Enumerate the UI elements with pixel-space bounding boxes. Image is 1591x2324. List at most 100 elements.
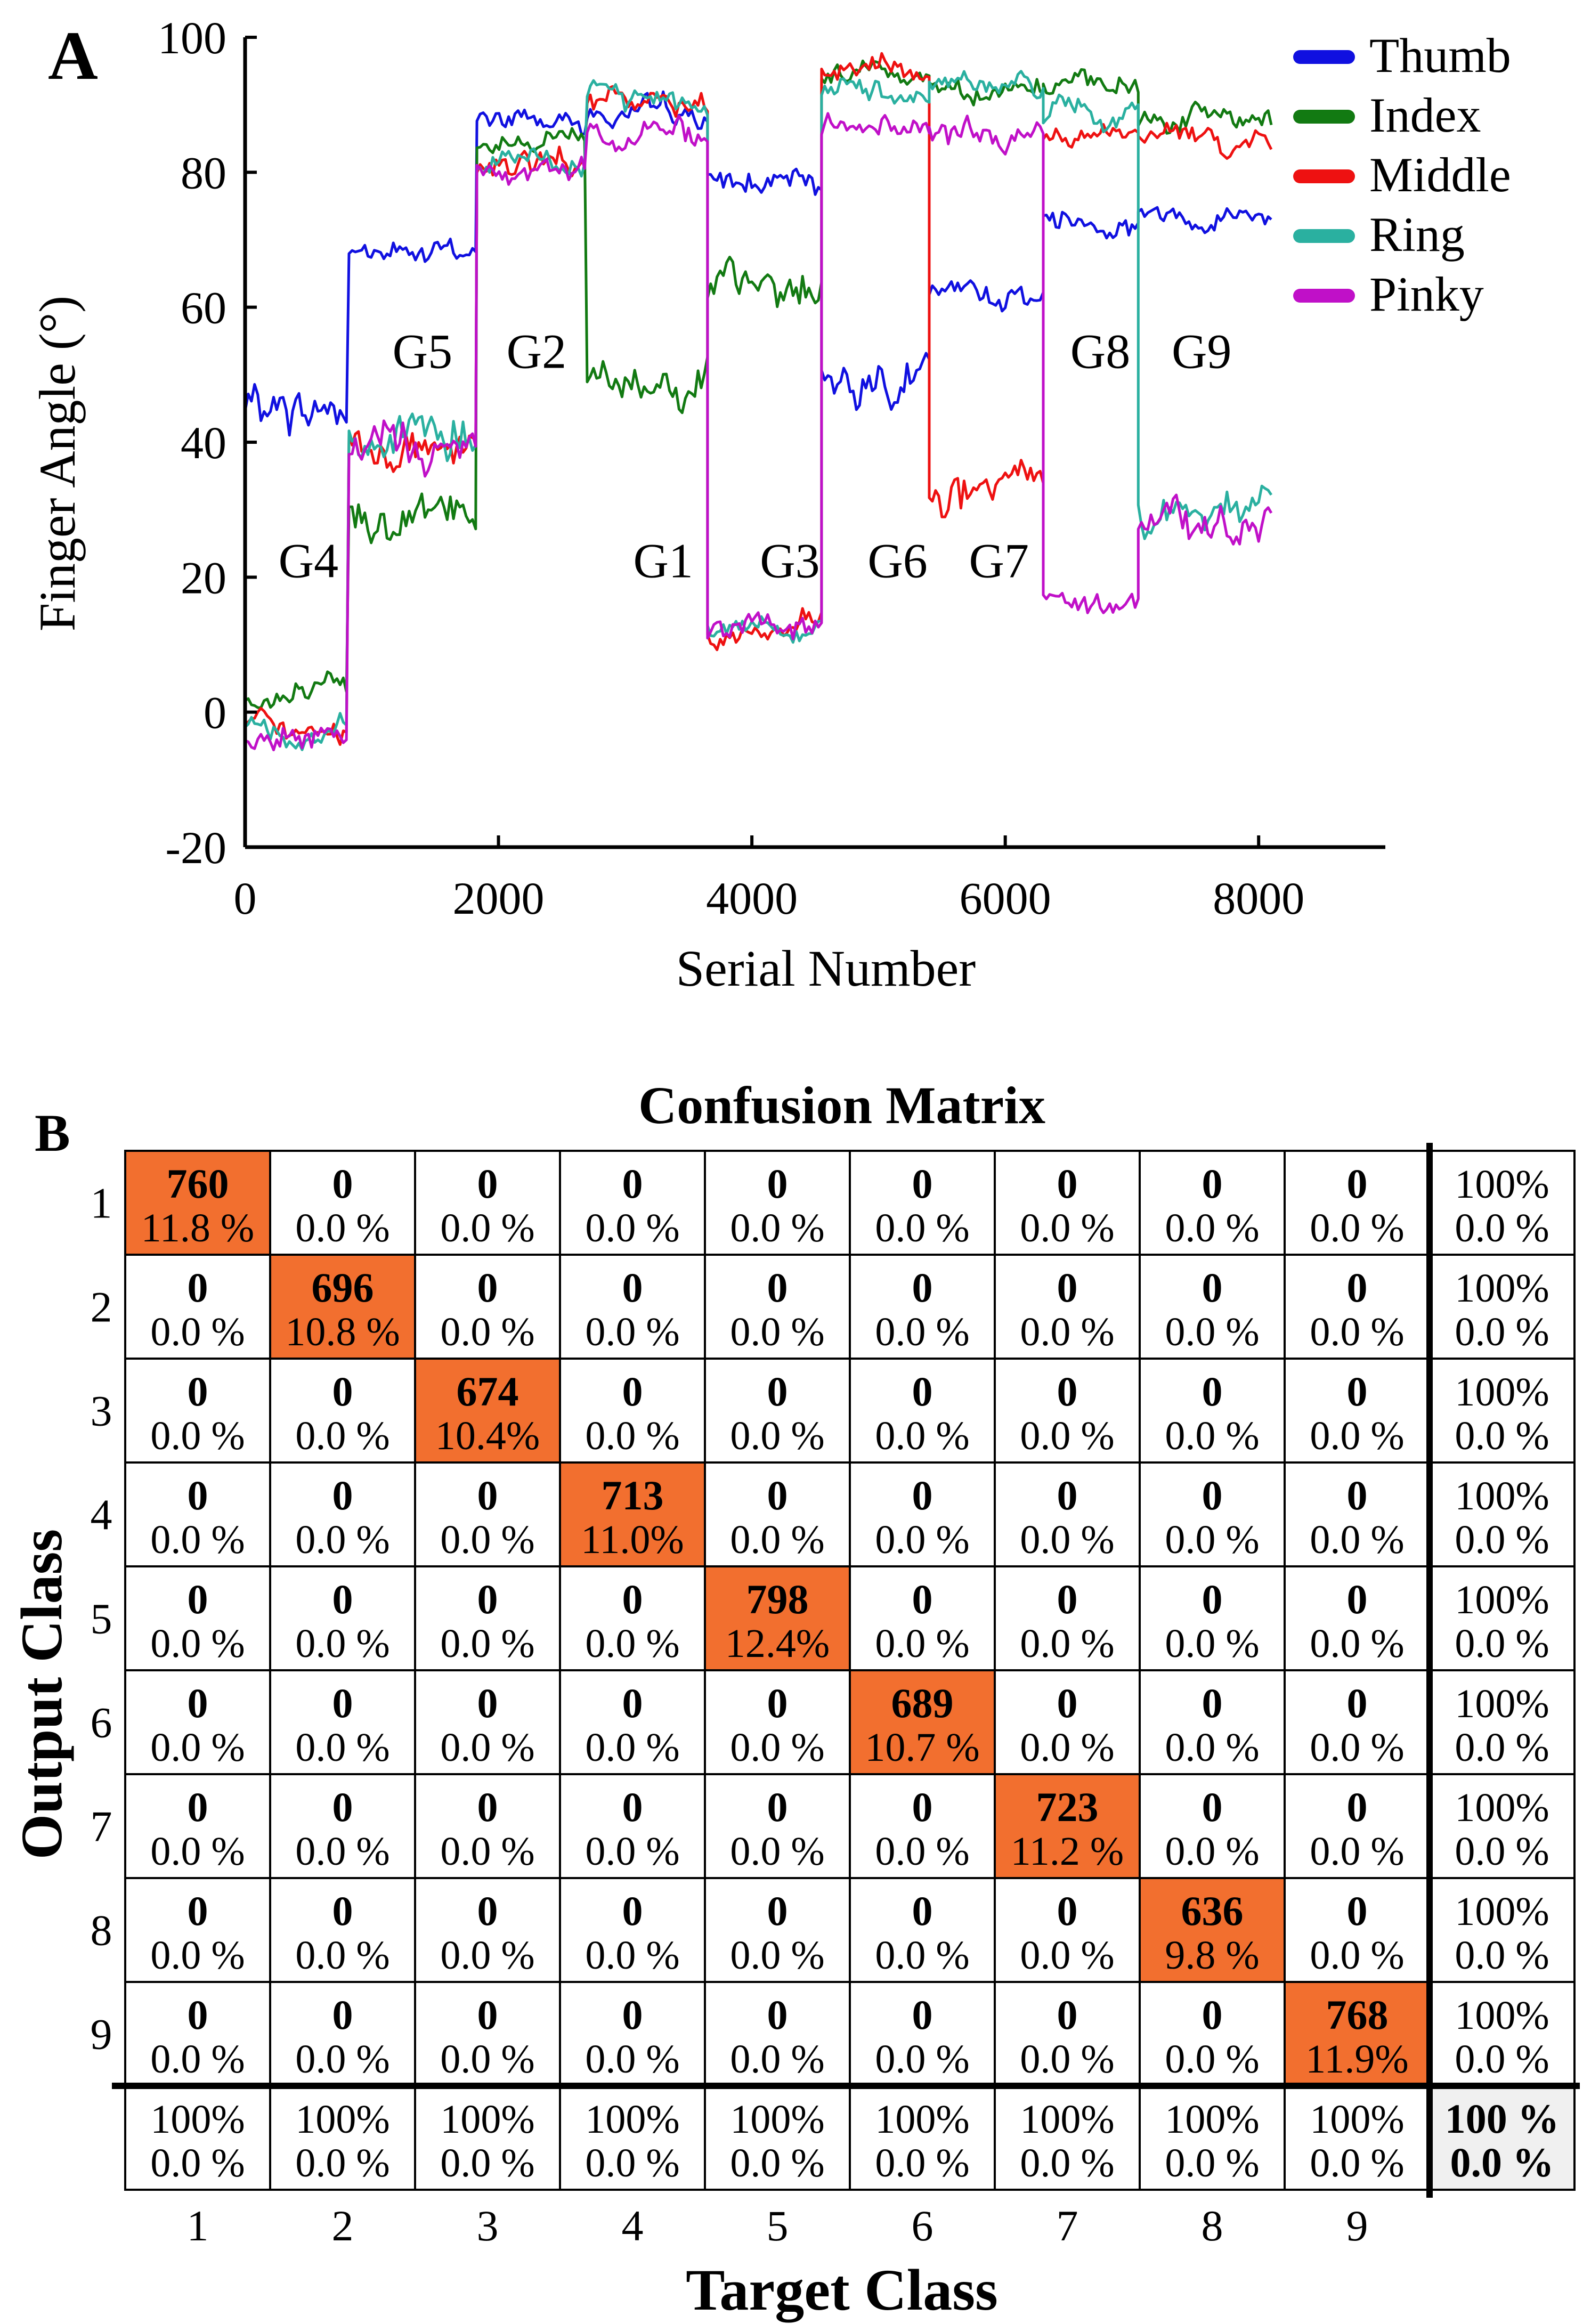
matrix-cell-r4c8 [1139, 1461, 1286, 1567]
matrix-cell-r7c9 [1284, 1773, 1431, 1879]
column-summary-error: 0.0 % [585, 2141, 679, 2185]
row-summary-error: 0.0 % [1455, 1621, 1549, 1666]
matrix-cell-r4c4 [559, 1461, 706, 1567]
segment-label-g2: G2 [507, 324, 566, 379]
matrix-cell-r5c2 [269, 1565, 416, 1671]
cell-count: 0 [767, 1680, 788, 1726]
cell-percent: 0.0 % [585, 1621, 679, 1666]
cell-percent: 0.0 % [1310, 1725, 1404, 1770]
cell-count: 0 [622, 1992, 643, 2038]
matrix-cell-r5c9 [1284, 1565, 1431, 1671]
row-summary-cell [1428, 1461, 1576, 1567]
row-summary-correct: 100% [1455, 1889, 1549, 1934]
cell-percent: 11.0% [581, 1517, 684, 1562]
cell-count: 0 [912, 1368, 933, 1415]
matrix-cell-r4c7 [994, 1461, 1141, 1567]
column-summary-correct: 100% [440, 2097, 534, 2142]
cell-percent: 0.0 % [585, 1206, 679, 1250]
panel-label-b: B [35, 1103, 70, 1163]
cell-count: 768 [1326, 1992, 1389, 2038]
y-axis-label: Output Class [9, 1529, 74, 1859]
cell-count: 0 [477, 1264, 498, 1311]
row-summary-correct: 100% [1455, 1474, 1549, 1518]
row-summary-correct: 100% [1455, 1370, 1549, 1415]
cell-percent: 0.0 % [585, 1310, 679, 1354]
row-summary-correct: 100% [1455, 1266, 1549, 1311]
cell-count: 0 [188, 1264, 208, 1311]
cell-percent: 0.0 % [150, 1725, 245, 1770]
cell-percent: 10.4% [435, 1413, 540, 1458]
cell-count: 0 [622, 1160, 643, 1207]
cell-count: 0 [1202, 1784, 1223, 1830]
column-summary-cell [414, 2085, 561, 2191]
cell-percent: 0.0 % [440, 1206, 534, 1250]
cell-count: 0 [1347, 1472, 1368, 1518]
series-line-pinky [245, 112, 1273, 752]
column-summary-error: 0.0 % [875, 2141, 969, 2185]
output-class-label: 5 [91, 1595, 112, 1643]
cell-percent: 0.0 % [875, 1621, 969, 1666]
cell-percent: 0.0 % [295, 1725, 389, 1770]
cell-count: 0 [1057, 1680, 1078, 1726]
series-line-index [244, 59, 1273, 709]
matrix-cell-r1c8 [1139, 1150, 1286, 1256]
cell-percent: 0.0 % [1020, 1621, 1114, 1666]
cell-percent: 0.0 % [1310, 1413, 1404, 1458]
output-class-label: 9 [91, 2010, 112, 2059]
column-summary-correct: 100% [1165, 2097, 1259, 2142]
cell-count: 0 [912, 1784, 933, 1830]
cell-percent: 0.0 % [1165, 1725, 1259, 1770]
target-class-label: 9 [1346, 2201, 1368, 2250]
column-summary-error: 0.0 % [440, 2141, 534, 2185]
x-tick-label: 2000 [453, 873, 545, 924]
y-axis-label: Finger Angle (°) [29, 296, 86, 631]
cell-count: 0 [188, 1576, 208, 1622]
cell-percent: 10.8 % [285, 1310, 400, 1354]
cell-count: 0 [1347, 1576, 1368, 1622]
target-class-label: 6 [912, 2201, 934, 2250]
matrix-cell-r4c9 [1284, 1461, 1431, 1567]
segment-label-g1: G1 [633, 533, 693, 588]
row-summary-error: 0.0 % [1455, 1933, 1549, 1978]
cell-percent: 0.0 % [730, 1933, 824, 1978]
cell-percent: 0.0 % [1020, 1206, 1114, 1250]
cell-percent: 0.0 % [440, 1725, 534, 1770]
cell-count: 0 [188, 1784, 208, 1830]
y-tick-label: 100 [158, 12, 226, 63]
x-axis-label: Target Class [686, 2257, 998, 2322]
row-summary-error: 0.0 % [1455, 1725, 1549, 1770]
cell-count: 0 [622, 1784, 643, 1830]
y-tick-label: 60 [181, 282, 226, 334]
matrix-cell-r3c4 [559, 1358, 706, 1464]
cell-percent: 0.0 % [295, 1829, 389, 1874]
matrix-cell-r3c7 [994, 1358, 1141, 1464]
cell-percent: 0.0 % [150, 1829, 245, 1874]
matrix-cell-r8c1 [124, 1877, 271, 1983]
matrix-cell-r4c5 [704, 1461, 851, 1567]
matrix-cell-r8c6 [849, 1877, 996, 1983]
matrix-cell-r4c2 [269, 1461, 416, 1567]
cell-count: 0 [912, 1888, 933, 1934]
matrix-cell-r8c8 [1139, 1877, 1286, 1983]
cell-percent: 0.0 % [150, 1517, 245, 1562]
matrix-cell-r6c2 [269, 1669, 416, 1775]
cell-count: 0 [1057, 1160, 1078, 1207]
cell-count: 0 [1202, 1160, 1223, 1207]
y-tick-label: -20 [165, 822, 226, 873]
row-summary-correct: 100% [1455, 1785, 1549, 1830]
target-class-label: 3 [477, 2201, 499, 2250]
cell-percent: 0.0 % [1020, 1413, 1114, 1458]
column-summary-correct: 100% [295, 2097, 389, 2142]
y-tick-label: 40 [181, 417, 226, 468]
cell-percent: 0.0 % [1165, 1310, 1259, 1354]
matrix-title: Confusion Matrix [638, 1076, 1045, 1135]
row-summary-cell [1428, 1981, 1576, 2087]
cell-percent: 0.0 % [1165, 1621, 1259, 1666]
column-summary-error: 0.0 % [150, 2141, 245, 2185]
segment-label-g6: G6 [867, 533, 927, 588]
column-summary-error: 0.0 % [1165, 2141, 1259, 2185]
